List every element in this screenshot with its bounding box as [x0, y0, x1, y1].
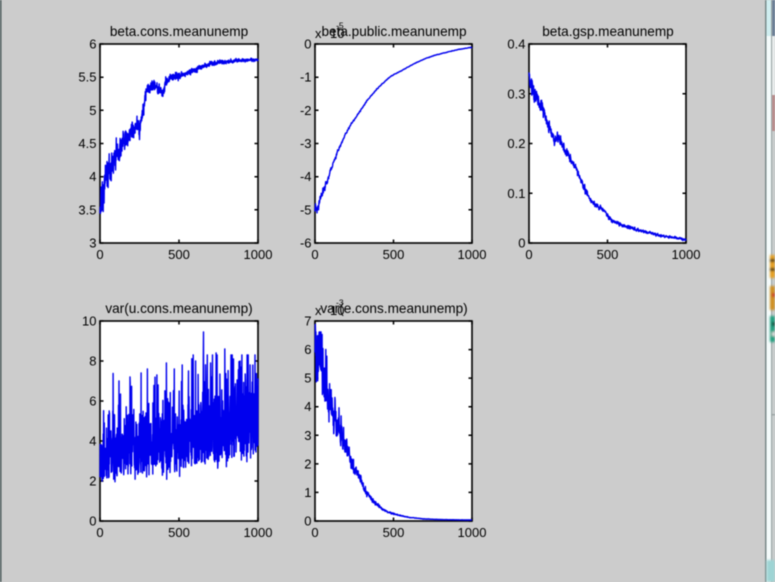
svg-text:500: 500 — [168, 525, 190, 540]
svg-text:5: 5 — [89, 103, 96, 118]
svg-text:x: x — [315, 303, 322, 318]
svg-text:1000: 1000 — [458, 525, 487, 540]
svg-text:0: 0 — [96, 247, 103, 262]
svg-text:4: 4 — [89, 169, 96, 184]
svg-text:0.3: 0.3 — [507, 86, 525, 101]
svg-text:7: 7 — [304, 314, 311, 329]
svg-text:3: 3 — [89, 236, 96, 251]
svg-text:3.5: 3.5 — [78, 202, 96, 217]
svg-text:1000: 1000 — [672, 247, 701, 262]
svg-text:10: 10 — [82, 314, 96, 329]
svg-text:-5: -5 — [336, 21, 344, 31]
svg-text:10: 10 — [330, 303, 344, 318]
svg-text:var(u.cons.meanunemp): var(u.cons.meanunemp) — [105, 301, 252, 316]
svg-text:6: 6 — [304, 342, 311, 357]
svg-text:-1: -1 — [300, 70, 312, 85]
svg-text:1: 1 — [304, 485, 311, 500]
svg-text:10: 10 — [330, 26, 344, 41]
svg-text:0: 0 — [89, 514, 96, 529]
svg-text:-2: -2 — [300, 103, 312, 118]
svg-text:3: 3 — [304, 428, 311, 443]
svg-text:4.5: 4.5 — [78, 136, 96, 151]
svg-text:1000: 1000 — [244, 247, 273, 262]
svg-text:x: x — [315, 26, 322, 41]
svg-text:-3: -3 — [336, 298, 344, 308]
svg-text:500: 500 — [168, 247, 190, 262]
svg-text:0: 0 — [518, 236, 525, 251]
svg-text:0: 0 — [525, 247, 532, 262]
svg-text:5: 5 — [304, 371, 311, 386]
svg-text:6: 6 — [89, 37, 96, 52]
svg-text:var(e.cons.meanunemp): var(e.cons.meanunemp) — [320, 301, 467, 316]
svg-text:0: 0 — [96, 525, 103, 540]
svg-text:500: 500 — [383, 247, 405, 262]
svg-text:-4: -4 — [300, 169, 312, 184]
svg-text:0.4: 0.4 — [507, 37, 525, 52]
svg-text:-5: -5 — [300, 202, 312, 217]
svg-text:-6: -6 — [300, 236, 312, 251]
svg-text:500: 500 — [597, 247, 619, 262]
svg-text:0.1: 0.1 — [507, 186, 525, 201]
svg-text:0.2: 0.2 — [507, 136, 525, 151]
svg-text:0: 0 — [311, 247, 318, 262]
svg-text:6: 6 — [89, 394, 96, 409]
svg-text:0: 0 — [304, 37, 311, 52]
svg-text:0: 0 — [304, 514, 311, 529]
svg-text:beta.gsp.meanunemp: beta.gsp.meanunemp — [542, 24, 674, 39]
svg-text:4: 4 — [304, 399, 311, 414]
svg-text:2: 2 — [89, 474, 96, 489]
svg-text:4: 4 — [89, 434, 96, 449]
svg-text:8: 8 — [89, 354, 96, 369]
svg-text:1000: 1000 — [458, 247, 487, 262]
svg-text:1000: 1000 — [244, 525, 273, 540]
svg-text:beta.cons.meanunemp: beta.cons.meanunemp — [110, 24, 248, 39]
svg-text:2: 2 — [304, 456, 311, 471]
svg-text:-3: -3 — [300, 136, 312, 151]
svg-text:500: 500 — [383, 525, 405, 540]
svg-text:5.5: 5.5 — [78, 70, 96, 85]
svg-text:0: 0 — [311, 525, 318, 540]
svg-text:beta.public.meanunemp: beta.public.meanunemp — [321, 24, 466, 39]
